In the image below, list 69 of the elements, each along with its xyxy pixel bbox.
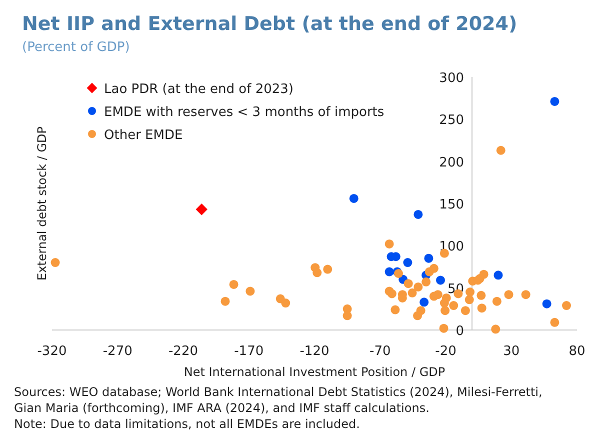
point — [420, 298, 429, 307]
point — [281, 298, 290, 308]
point — [342, 311, 352, 320]
point — [476, 290, 486, 300]
point — [403, 258, 412, 268]
point — [349, 194, 358, 203]
point — [477, 304, 486, 313]
point — [460, 306, 470, 316]
point — [384, 239, 394, 248]
point — [550, 96, 560, 106]
point — [440, 298, 449, 308]
point — [246, 286, 255, 296]
point — [414, 210, 423, 219]
point — [439, 324, 448, 333]
point — [550, 318, 560, 327]
point — [229, 280, 238, 289]
x-tick-label: -220 — [168, 344, 198, 359]
x-axis-title: Net International Investment Position / GDP — [184, 365, 446, 379]
point — [449, 301, 458, 310]
point — [422, 277, 431, 286]
point — [542, 299, 552, 308]
point — [494, 270, 503, 280]
x-tick-label: -70 — [370, 344, 391, 359]
point — [440, 306, 450, 316]
y-tick-label: 300 — [439, 71, 464, 86]
y-tick-label: 150 — [439, 198, 464, 212]
point — [492, 296, 502, 306]
x-tick-label: -170 — [234, 344, 264, 359]
x-tick-label: 30 — [503, 344, 520, 359]
legend-label: EMDE with reserves < 3 months of imports — [104, 105, 384, 120]
legend-label: Other EMDE — [104, 128, 183, 143]
x-tick-label: 80 — [568, 344, 586, 359]
point — [424, 267, 434, 276]
point — [404, 279, 413, 288]
x-tick-label: -120 — [300, 344, 330, 359]
point — [413, 311, 422, 320]
x-tick-label: -320 — [37, 344, 67, 359]
chart-subtitle: (Percent of GDP) — [22, 40, 130, 55]
point — [562, 301, 571, 310]
point — [220, 296, 230, 306]
point — [433, 290, 442, 300]
point — [323, 264, 332, 274]
point — [424, 254, 434, 263]
text: Note: Due to data limitations, not all EMDEs are included. — [14, 417, 360, 431]
x-tick-label: -270 — [102, 344, 132, 359]
point — [414, 282, 423, 292]
point — [464, 295, 474, 304]
point — [384, 267, 394, 276]
point — [521, 290, 530, 300]
point — [496, 146, 506, 155]
point — [466, 288, 475, 297]
x-tick-label: -20 — [435, 344, 456, 359]
point — [479, 270, 488, 279]
y-tick-label: 250 — [439, 113, 464, 128]
point — [196, 204, 208, 216]
source-note: Sources: WEO database; World Bank International Debt Statistics (2024), Milesi-Ferretti, Gian Maria (forthcoming), IMF ARA (2024), and IMF staff calculations. — [14, 385, 542, 415]
y-axis-title: External debt stock / GDP — [35, 126, 49, 281]
point — [436, 276, 445, 285]
point — [50, 258, 60, 268]
point — [491, 324, 500, 334]
y-tick-label: 200 — [439, 155, 464, 170]
point — [408, 288, 417, 298]
point — [312, 268, 322, 278]
legend-label: Lao PDR (at the end of 2023) — [104, 82, 294, 97]
y-tick-label: 0 — [456, 324, 464, 339]
point — [390, 305, 400, 314]
point — [387, 289, 396, 298]
chart-title: Net IIP and External Debt (at the end of 2024) — [22, 13, 518, 35]
point — [504, 290, 514, 300]
